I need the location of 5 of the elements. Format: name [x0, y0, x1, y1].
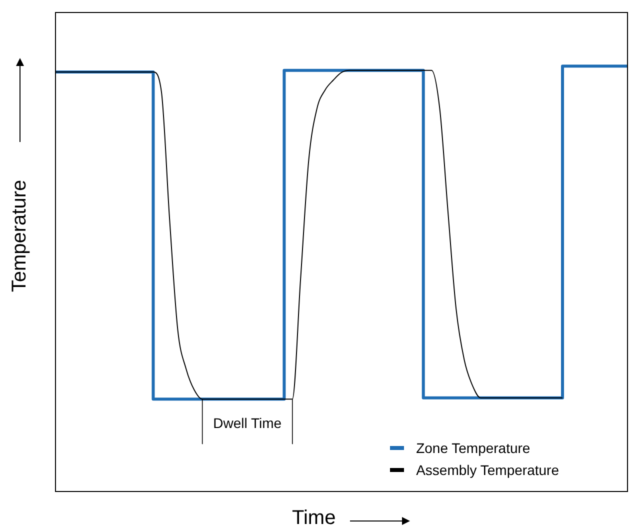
- y-axis-title: Temperature: [8, 180, 32, 292]
- legend-label: Assembly Temperature: [416, 461, 559, 480]
- annotation: Dwell Time: [213, 415, 282, 432]
- x-axis-title: Time: [292, 507, 336, 530]
- legend-label: Zone Temperature: [416, 439, 530, 458]
